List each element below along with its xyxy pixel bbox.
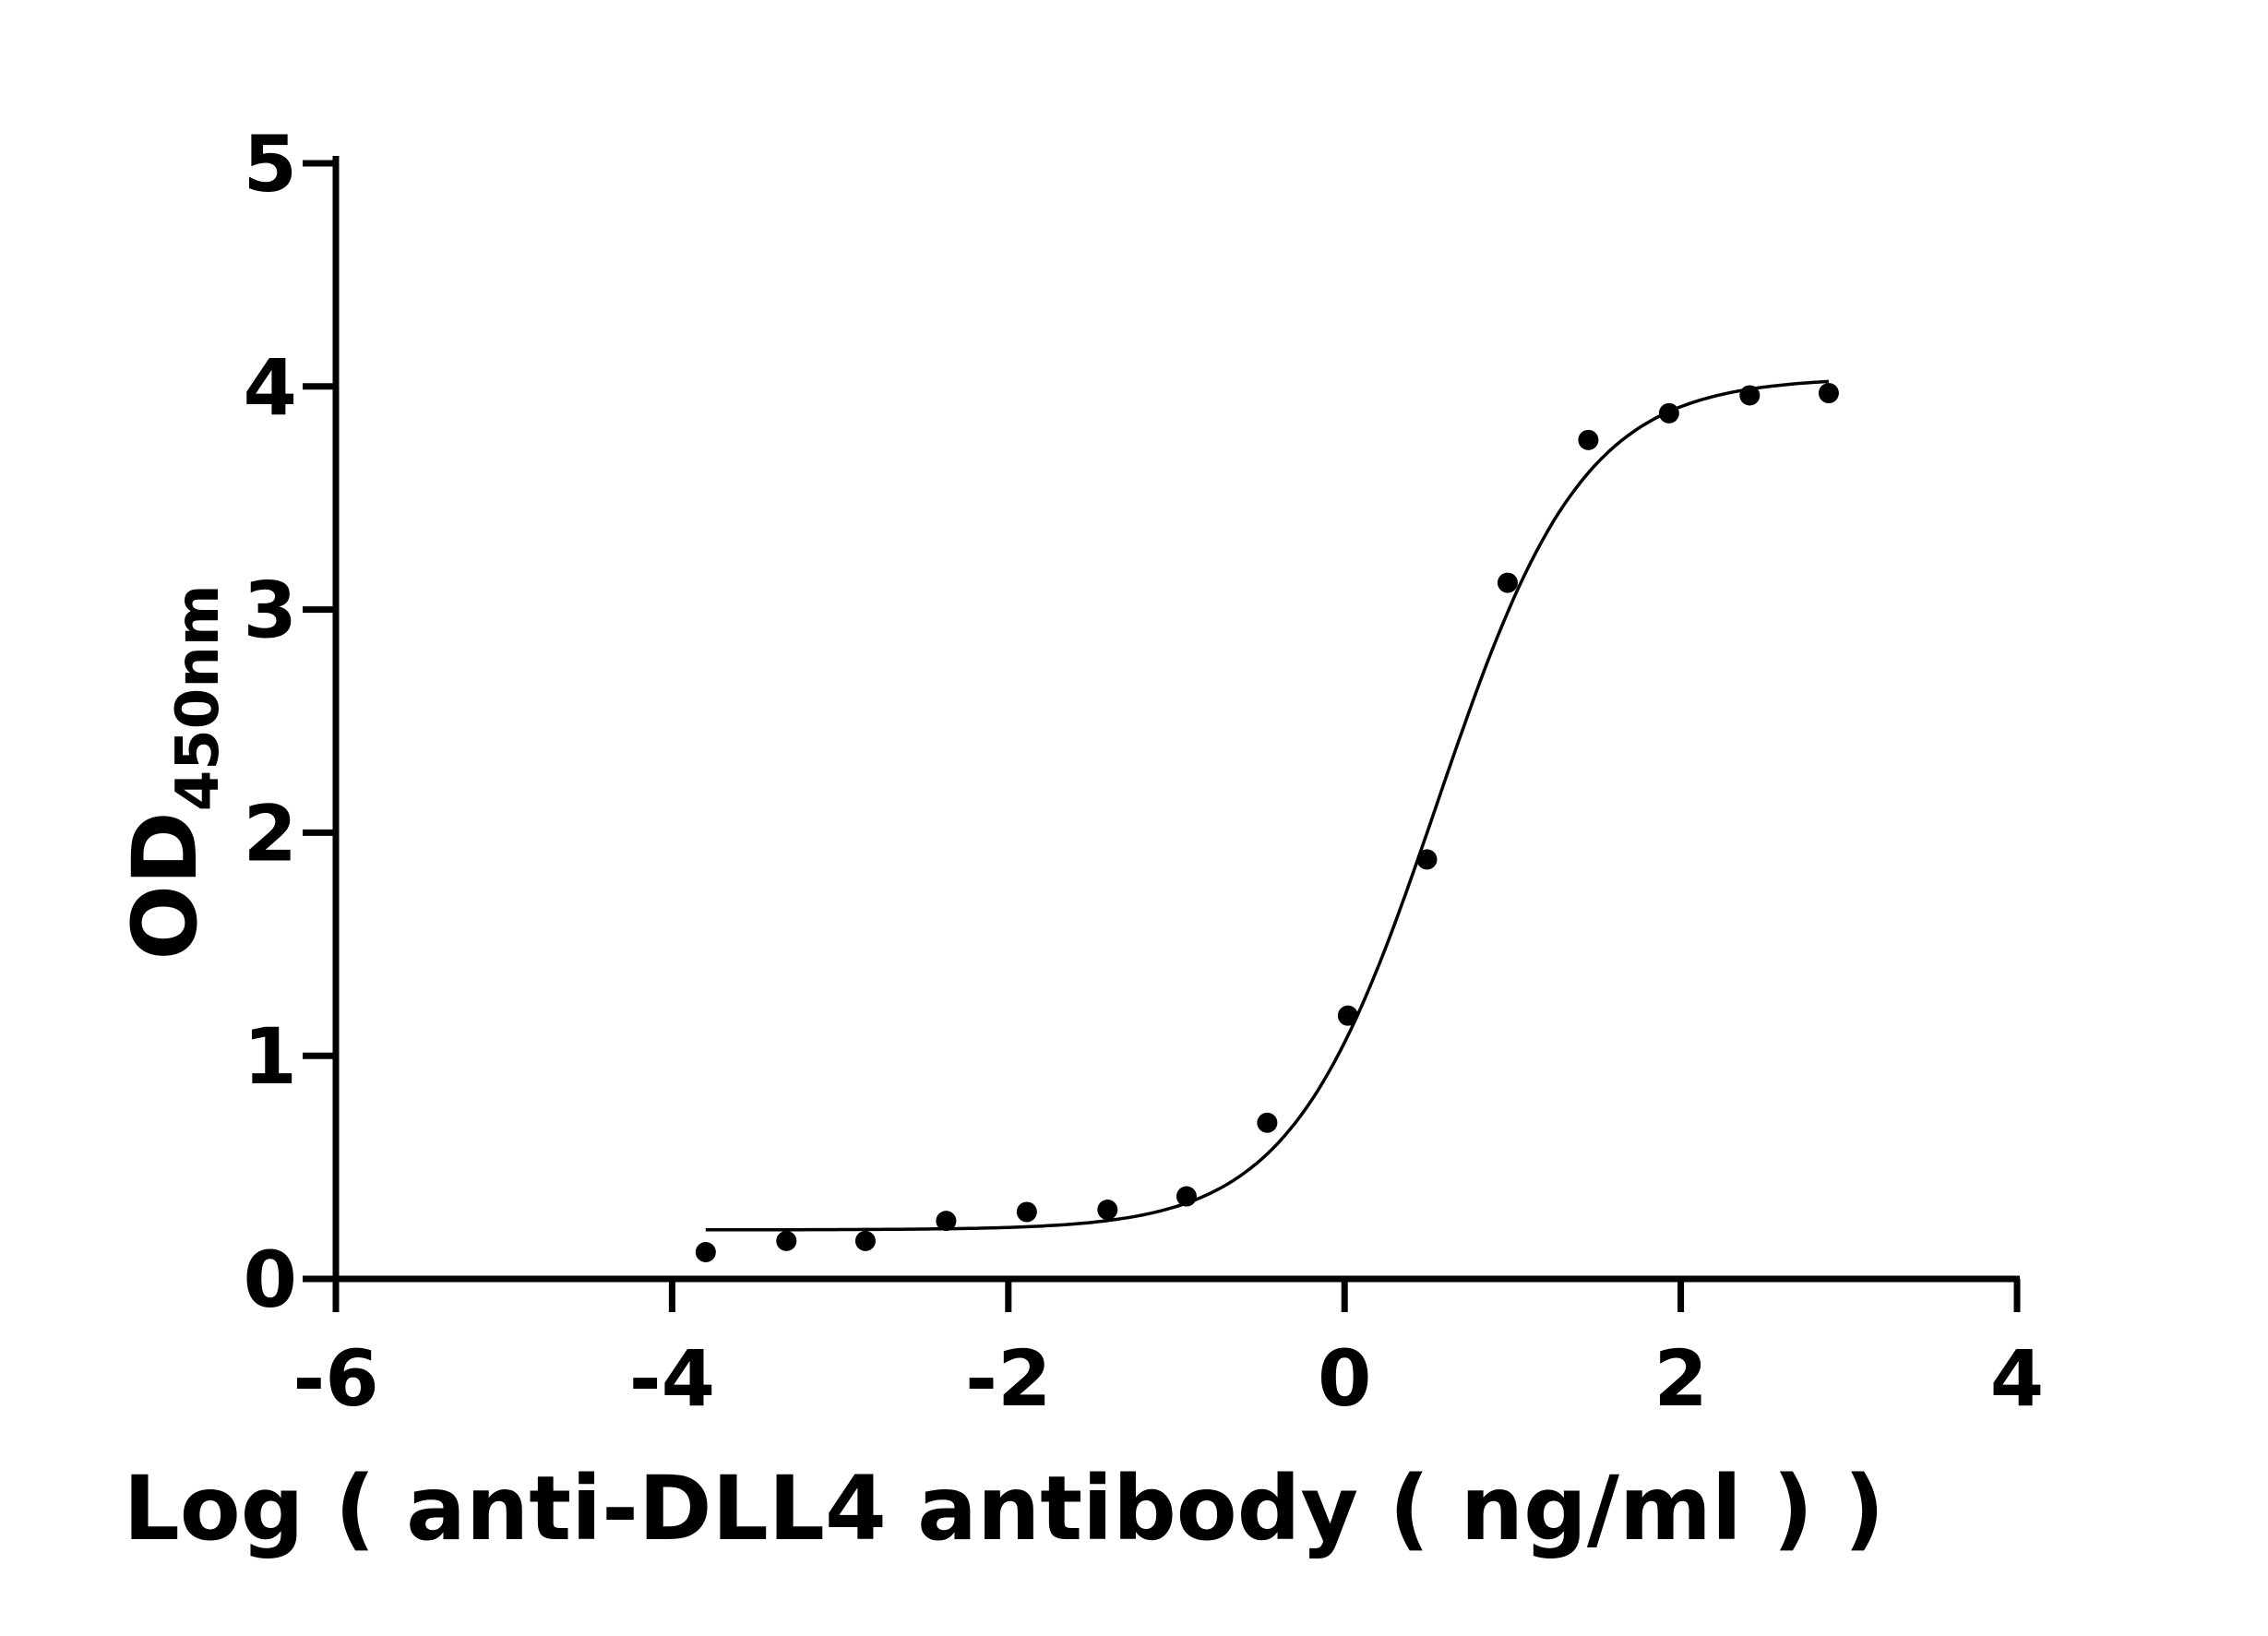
x-tick-label: 2: [1653, 1333, 1707, 1424]
x-tick-label: 4: [1990, 1333, 2044, 1424]
data-point: [1739, 385, 1761, 406]
x-tick-label: -4: [629, 1333, 715, 1424]
fit-curve: [705, 379, 1830, 1232]
y-axis-title: OD450nm: [113, 584, 233, 960]
y-tick-label: 3: [244, 566, 297, 656]
data-point: [1176, 1186, 1197, 1207]
x-tick-label: 0: [1318, 1333, 1371, 1424]
data-point: [1818, 383, 1839, 404]
axes: [332, 156, 2020, 1283]
x-tick-label: -2: [965, 1333, 1051, 1424]
data-point: [1016, 1201, 1037, 1223]
y-tick-label: 0: [244, 1235, 297, 1325]
data-point: [776, 1230, 797, 1251]
y-tick-label: 4: [244, 342, 297, 433]
data-point: [1497, 572, 1518, 593]
y-axis-title-subscript: 450nm: [164, 584, 233, 811]
x-tick-label: -6: [292, 1333, 378, 1424]
data-point: [1658, 402, 1679, 424]
ticks: [303, 160, 2021, 1312]
data-point: [1257, 1112, 1278, 1133]
data-point: [695, 1241, 716, 1262]
data-point: [1337, 1005, 1358, 1026]
data-point: [854, 1230, 876, 1251]
y-tick-label: 5: [244, 119, 297, 209]
x-axis-title: Log ( anti-DLL4 antibody ( ng/ml ) ): [124, 1457, 1885, 1560]
data-point: [1097, 1200, 1118, 1221]
data-point: [1416, 849, 1438, 870]
data-points: [695, 383, 1839, 1262]
data-point: [1578, 429, 1599, 450]
y-tick-label: 1: [244, 1011, 297, 1102]
tick-labels: -6 -4 -2 0 2 4 0 1 2 3 4 5: [244, 119, 2045, 1424]
y-tick-label: 2: [244, 788, 297, 878]
y-axis-title-main: OD: [113, 811, 217, 960]
data-point: [936, 1211, 957, 1232]
